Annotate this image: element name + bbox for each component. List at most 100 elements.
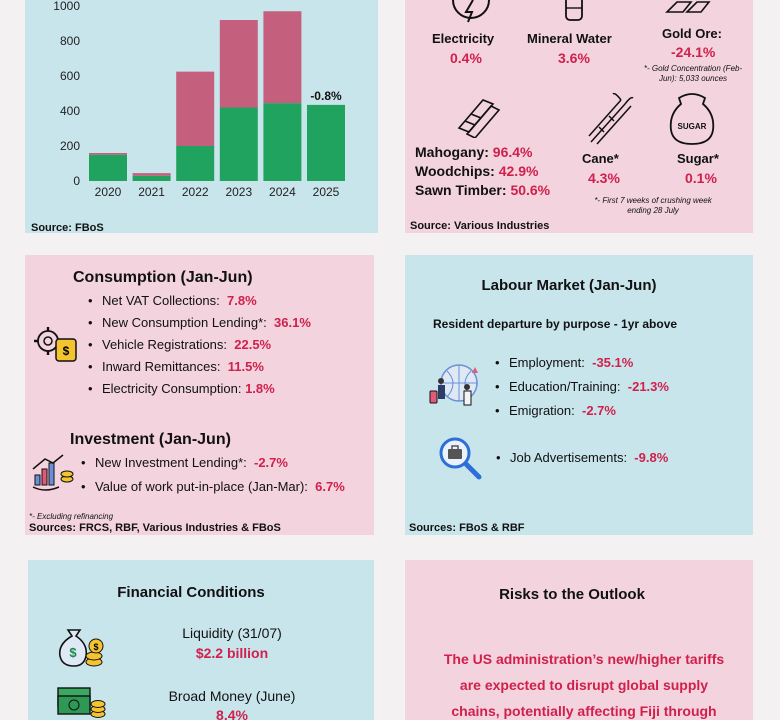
y-tick-label: 1000 (53, 0, 80, 13)
investment-item: New Investment Lending*: -2.7% (77, 451, 345, 475)
industries-source: Source: Various Industries (410, 220, 550, 232)
labour-panel: Labour Market (Jan-Jun) Resident departu… (405, 255, 753, 535)
consumption-item: Vehicle Registrations: 22.5% (84, 334, 311, 356)
chart-panel: 0 200 400 600 800 1000 2020 2021 2022 2023 2024 202… (25, 0, 378, 234)
electricity-label: Electricity (432, 31, 495, 46)
consumption-title: Consumption (Jan-Jun) (73, 269, 253, 286)
sawn-timber-value: 50.6% (510, 182, 551, 198)
risks-line: chains, potentially affecting Fiji throu… (451, 703, 717, 719)
electricity-value: 0.4% (450, 50, 482, 66)
chart-source: Source: FBoS (31, 222, 104, 234)
bar-segment (176, 71, 215, 146)
bar-segment (263, 103, 302, 181)
broad-money-label: Broad Money (June) (168, 688, 296, 704)
y-tick-label: 400 (60, 104, 80, 118)
consumption-item: Net VAT Collections: 7.8% (84, 290, 311, 312)
labour-item: Education/Training: -21.3% (491, 375, 669, 399)
sugar-icon-text: SUGAR (677, 122, 707, 131)
svg-text:$: $ (93, 642, 98, 652)
job-ads-list: Job Advertisements: -9.8% (492, 447, 668, 469)
financial-title: Financial Conditions (117, 584, 265, 601)
svg-text:$: $ (63, 344, 70, 358)
y-tick-label: 200 (60, 139, 80, 153)
broad-money-value: 8.4% (216, 707, 248, 720)
gold-note: *- Gold Concentration (Feb-Jun): 5,033 o… (643, 64, 743, 83)
bar-segment (132, 175, 171, 181)
sugarcane-icon (585, 92, 635, 151)
labour-subtitle: Resident departure by purpose - 1yr abov… (433, 317, 678, 331)
timber-planks-icon (455, 94, 503, 143)
investment-growth-icon (31, 453, 75, 498)
mahogany-row: Mahogany: 96.4% (415, 144, 532, 160)
consumption-item: Electricity Consumption: 1.8% (84, 378, 311, 400)
bar-segment (132, 173, 171, 176)
sugar-sack-icon: SUGAR (665, 90, 719, 146)
labour-title: Labour Market (Jan-Jun) (481, 277, 657, 294)
svg-text:$: $ (69, 645, 77, 660)
bar-segment (263, 11, 302, 104)
woodchips-row: Woodchips: 42.9% (415, 163, 538, 179)
bar-segment (219, 20, 258, 108)
electricity-icon (449, 0, 493, 31)
woodchips-value: 42.9% (498, 163, 539, 179)
bar-segment (219, 107, 258, 181)
bar-segment (89, 154, 127, 181)
risks-line: are expected to disrupt global supply (459, 677, 709, 693)
gold-label: Gold Ore: (662, 26, 722, 41)
sawn-timber-row: Sawn Timber: 50.6% (415, 182, 550, 198)
investment-list: New Investment Lending*: -2.7% Value of … (77, 451, 345, 499)
consumption-source: Sources: FRCS, RBF, Various Industries &… (29, 522, 281, 534)
labour-item: Employment: -35.1% (491, 351, 669, 375)
liquidity-value: $2.2 billion (195, 645, 269, 661)
x-tick-label: 2020 (95, 185, 122, 199)
industries-panel: Electricity 0.4% Mineral Water 3.6% Gold… (405, 0, 753, 233)
money-bag-coins-icon: $ $ (56, 624, 106, 673)
liquidity-label: Liquidity (31/07) (182, 625, 282, 641)
bar-segment (89, 153, 127, 155)
gear-money-icon: $ (32, 323, 80, 370)
x-tick-label: 2025 (313, 185, 340, 199)
x-tick-label: 2022 (182, 185, 209, 199)
investment-item: Value of work put-in-place (Jan-Mar): 6.… (77, 475, 345, 499)
consumption-item: Inward Remittances: 11.5% (84, 356, 311, 378)
travellers-globe-icon (427, 361, 483, 418)
job-search-icon (437, 435, 485, 488)
gold-value: -24.1% (671, 44, 716, 60)
bar-chart: 0 200 400 600 800 1000 2020 2021 2022 2023 2024 202… (53, 0, 345, 199)
woodchips-label: Woodchips: (415, 163, 495, 179)
bar-segment (307, 104, 345, 181)
sugar-value: 0.1% (685, 170, 717, 186)
x-tick-label: 2021 (138, 185, 165, 199)
crushing-note: *- First 7 weeks of crushing week ending… (594, 196, 712, 215)
mineral-water-label: Mineral Water (527, 31, 612, 46)
labour-source: Sources: FBoS & RBF (409, 522, 525, 534)
gold-bars-icon (663, 0, 713, 21)
consumption-panel: Consumption (Jan-Jun) $ Net VAT Collecti… (25, 255, 374, 535)
bar-annotation: -0.8% (310, 89, 342, 103)
consumption-item: New Consumption Lending*: 36.1% (84, 312, 311, 334)
investment-title: Investment (Jan-Jun) (70, 431, 231, 448)
sugar-label: Sugar* (677, 151, 719, 166)
risks-panel: Risks to the Outlook The US administrati… (405, 560, 753, 720)
mineral-water-value: 3.6% (558, 50, 590, 66)
mahogany-value: 96.4% (492, 144, 533, 160)
investment-note: *- Excluding refinancing (29, 512, 114, 521)
financial-panel: Financial Conditions $ $ Liquidity (31/0… (28, 560, 374, 720)
cane-label: Cane* (582, 151, 619, 166)
water-bottle-icon (563, 0, 585, 27)
x-tick-label: 2023 (225, 185, 252, 199)
mahogany-label: Mahogany: (415, 144, 489, 160)
labour-item: Emigration: -2.7% (491, 399, 669, 423)
labour-list: Employment: -35.1% Education/Training: -… (491, 351, 669, 423)
bar-segment (176, 146, 215, 181)
x-tick-label: 2024 (269, 185, 296, 199)
sawn-timber-label: Sawn Timber: (415, 182, 507, 198)
cash-stack-icon (56, 684, 106, 720)
job-ads-item: Job Advertisements: -9.8% (492, 447, 668, 469)
cane-value: 4.3% (588, 170, 620, 186)
y-tick-label: 800 (60, 34, 80, 48)
y-tick-label: 600 (60, 69, 80, 83)
risks-line: The US administration’s new/higher tarif… (443, 651, 725, 667)
consumption-list: Net VAT Collections: 7.8% New Consumptio… (84, 290, 311, 400)
risks-title: Risks to the Outlook (499, 586, 645, 603)
